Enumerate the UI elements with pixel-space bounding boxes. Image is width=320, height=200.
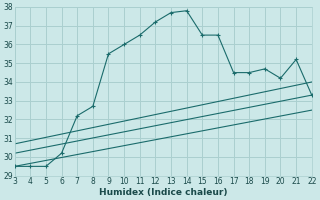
X-axis label: Humidex (Indice chaleur): Humidex (Indice chaleur): [99, 188, 228, 197]
